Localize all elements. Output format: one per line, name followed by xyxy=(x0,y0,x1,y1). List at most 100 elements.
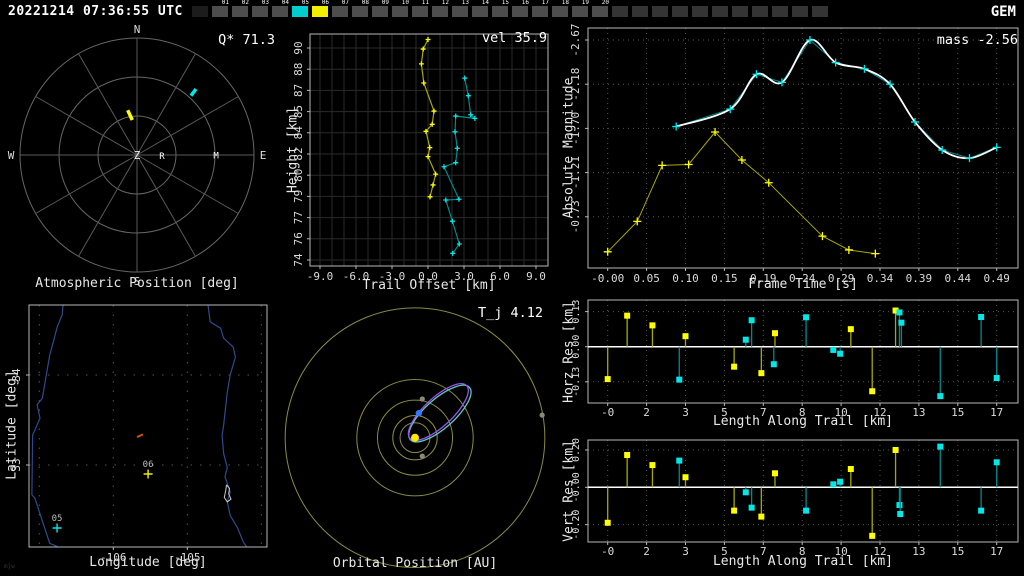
svg-text:76: 76 xyxy=(292,232,305,245)
q-value-badge: Q* 71.3 xyxy=(218,32,275,48)
svg-text:13: 13 xyxy=(912,545,925,558)
station-indicator-05[interactable]: 05 xyxy=(292,0,309,17)
svg-text:R: R xyxy=(159,152,165,162)
station-indicator-18[interactable]: 18 xyxy=(552,0,569,17)
station-indicator-08[interactable]: 08 xyxy=(352,0,369,17)
station-indicator[interactable] xyxy=(652,6,668,17)
svg-text:0.0: 0.0 xyxy=(418,270,438,283)
velocity-badge: vel 35.9 xyxy=(481,30,547,46)
station-indicator[interactable] xyxy=(692,6,708,17)
svg-text:-2.67: -2.67 xyxy=(569,24,582,57)
station-indicator[interactable] xyxy=(632,6,648,17)
svg-text:80: 80 xyxy=(292,169,305,182)
svg-text:88: 88 xyxy=(292,63,305,76)
mag-ylabel: Absolute Magnitude xyxy=(561,77,577,219)
station-indicator-09[interactable]: 09 xyxy=(372,0,389,17)
station-indicator-label: 09 xyxy=(381,0,389,6)
svg-text:-1.70: -1.70 xyxy=(569,112,582,145)
svg-text:06: 06 xyxy=(143,460,154,470)
station-indicator-label: 20 xyxy=(601,0,609,6)
svg-text:8: 8 xyxy=(799,406,806,419)
station-indicator-label: 11 xyxy=(421,0,429,6)
station-indicator-label: 18 xyxy=(561,0,569,6)
svg-text:33: 33 xyxy=(10,458,23,471)
station-indicator-label: 14 xyxy=(481,0,489,6)
svg-text:87: 87 xyxy=(292,84,305,97)
utc-timestamp: 20221214 07:36:55 UTC xyxy=(8,4,183,19)
panel-vert-residuals: -0 2 3 5 7 8 10 12 13 15 17 0.20 -0.00 -0.20 xyxy=(571,438,1019,558)
station-indicator-02[interactable]: 02 xyxy=(232,0,249,17)
station-indicator-06[interactable]: 06 xyxy=(312,0,329,17)
svg-text:0.15: 0.15 xyxy=(711,272,738,285)
station-indicator-label: 03 xyxy=(261,0,269,6)
svg-text:8: 8 xyxy=(799,545,806,558)
station-indicator-17[interactable]: 17 xyxy=(532,0,549,17)
svg-text:-0.00: -0.00 xyxy=(591,272,624,285)
station-indicator-12[interactable]: 12 xyxy=(432,0,449,17)
station-indicator[interactable] xyxy=(792,6,808,17)
station-indicator-01[interactable]: 01 xyxy=(212,0,229,17)
panel-horz-residuals: -0 2 3 5 7 8 10 12 13 15 17 0.13 0.00 -0.13 xyxy=(571,299,1019,419)
station-indicator[interactable] xyxy=(192,6,208,17)
svg-text:17: 17 xyxy=(990,545,1003,558)
tisserand-badge: T_j 4.12 xyxy=(477,305,543,321)
station-indicator-20[interactable]: 20 xyxy=(592,0,609,17)
svg-text:5: 5 xyxy=(721,406,728,419)
station-indicator-10[interactable]: 10 xyxy=(392,0,409,17)
svg-text:M: M xyxy=(213,152,219,162)
station-indicator-14[interactable]: 14 xyxy=(472,0,489,17)
map-xlabel: Longitude [deg] xyxy=(89,555,207,570)
station-indicator[interactable] xyxy=(612,6,628,17)
svg-text:-0: -0 xyxy=(601,545,614,558)
vert-ylabel: Vert Res [km] xyxy=(561,440,577,542)
svg-text:3: 3 xyxy=(682,545,689,558)
station-indicator-16[interactable]: 16 xyxy=(512,0,529,17)
station-indicator-11[interactable]: 11 xyxy=(412,0,429,17)
panel-light-curve: -0.00 0.05 0.10 0.15 0.19 0.24 0.29 0.34 0.39 0.4… xyxy=(569,24,1019,285)
svg-text:Z: Z xyxy=(134,149,141,162)
svg-text:9.0: 9.0 xyxy=(526,270,546,283)
station-indicator-19[interactable]: 19 xyxy=(572,0,589,17)
svg-text:3: 3 xyxy=(682,406,689,419)
orbit-caption: Orbital Position [AU] xyxy=(332,556,498,571)
station-indicator-label: 08 xyxy=(361,0,369,6)
svg-text:3.0: 3.0 xyxy=(454,270,474,283)
svg-text:-0.00: -0.00 xyxy=(571,472,582,502)
mass-badge: mass -2.56 xyxy=(936,32,1018,48)
map-ylabel: Latitude [deg] xyxy=(4,370,20,480)
svg-text:-1.21: -1.21 xyxy=(569,156,582,189)
station-indicator-label: 05 xyxy=(301,0,309,6)
station-indicator-04[interactable]: 04 xyxy=(272,0,289,17)
station-indicator-07[interactable]: 07 xyxy=(332,0,349,17)
svg-text:15: 15 xyxy=(951,545,964,558)
mag-xlabel: Frame Time [s] xyxy=(748,277,858,292)
station-indicator[interactable] xyxy=(732,6,748,17)
station-indicator[interactable] xyxy=(672,6,688,17)
station-indicator-label: 04 xyxy=(281,0,289,6)
station-indicator-label: 13 xyxy=(461,0,469,6)
svg-text:-105: -105 xyxy=(174,551,201,564)
svg-text:W: W xyxy=(8,149,15,162)
svg-text:84: 84 xyxy=(292,126,305,140)
station-indicator-label: 12 xyxy=(441,0,449,6)
svg-text:12: 12 xyxy=(873,406,886,419)
station-indicator-13[interactable]: 13 xyxy=(452,0,469,17)
svg-text:0.34: 0.34 xyxy=(867,272,894,285)
svg-text:0.39: 0.39 xyxy=(906,272,933,285)
station-indicator-03[interactable]: 03 xyxy=(252,0,269,17)
svg-text:2: 2 xyxy=(643,406,650,419)
shower-code-label: GEM xyxy=(990,4,1016,20)
svg-text:-0.20: -0.20 xyxy=(571,510,582,540)
station-indicator[interactable] xyxy=(712,6,728,17)
station-indicator-15[interactable]: 15 xyxy=(492,0,509,17)
svg-text:79: 79 xyxy=(292,190,305,203)
horz-xlabel: Length Along Trail [km] xyxy=(712,414,893,429)
station-indicator[interactable] xyxy=(772,6,788,17)
svg-text:0.19: 0.19 xyxy=(750,272,777,285)
station-indicator[interactable] xyxy=(812,6,828,17)
svg-text:0.20: 0.20 xyxy=(571,438,582,462)
svg-text:-3.0: -3.0 xyxy=(379,270,406,283)
station-indicator[interactable] xyxy=(752,6,768,17)
svg-text:2: 2 xyxy=(643,545,650,558)
